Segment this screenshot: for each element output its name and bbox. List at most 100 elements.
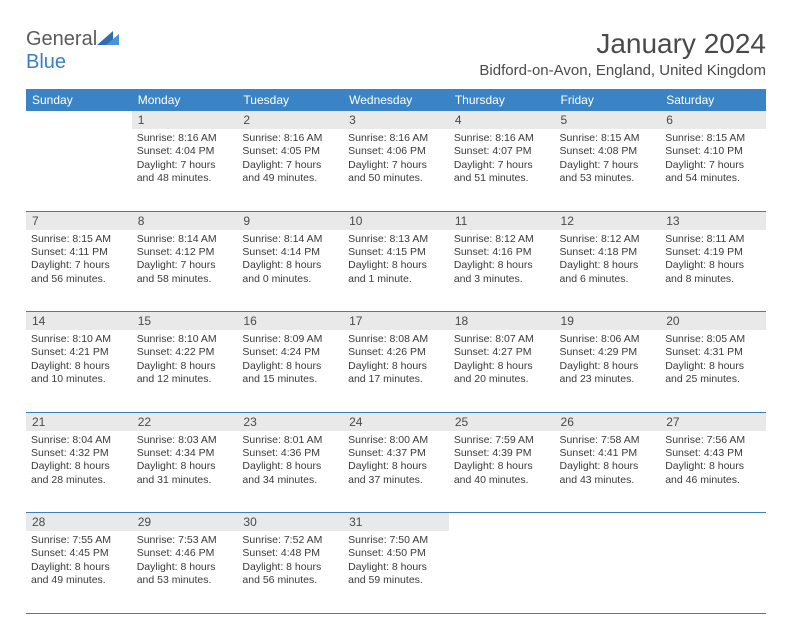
day-number-cell: 1 [132, 111, 238, 129]
day-number: 12 [561, 214, 574, 228]
day-info-line: Sunrise: 7:58 AM [560, 434, 656, 447]
dow-cell: Tuesday [237, 89, 343, 111]
day-info-line: Sunset: 4:06 PM [348, 145, 444, 158]
day-number: 6 [666, 113, 673, 127]
week-row: Sunrise: 8:15 AMSunset: 4:11 PMDaylight:… [26, 230, 766, 312]
day-number-cell: 11 [449, 211, 555, 230]
day-number-cell: 15 [132, 312, 238, 331]
day-info-line: Sunset: 4:15 PM [348, 246, 444, 259]
day-number: 10 [349, 214, 362, 228]
day-info-line: and 34 minutes. [242, 474, 338, 487]
day-info-line: and 8 minutes. [665, 273, 761, 286]
day-number-cell: 25 [449, 412, 555, 431]
day-info-line: Daylight: 8 hours [665, 360, 761, 373]
brand-logo: GeneralBlue [26, 28, 119, 74]
day-info-line: Daylight: 7 hours [348, 159, 444, 172]
day-info-line: Sunrise: 8:10 AM [137, 333, 233, 346]
day-info-line: and 58 minutes. [137, 273, 233, 286]
day-number-cell: 5 [555, 111, 661, 129]
day-cell: Sunrise: 8:14 AMSunset: 4:12 PMDaylight:… [132, 230, 238, 312]
brand-triangle-icon [97, 28, 119, 51]
day-number-cell: 20 [660, 312, 766, 331]
day-number: 7 [32, 214, 39, 228]
day-number: 3 [349, 113, 356, 127]
day-info-line: Sunset: 4:27 PM [454, 346, 550, 359]
day-info-line: Daylight: 8 hours [242, 561, 338, 574]
day-info-line: and 59 minutes. [348, 574, 444, 587]
day-info-line: Sunrise: 8:00 AM [348, 434, 444, 447]
day-cell: Sunrise: 7:56 AMSunset: 4:43 PMDaylight:… [660, 431, 766, 513]
day-cell: Sunrise: 8:11 AMSunset: 4:19 PMDaylight:… [660, 230, 766, 312]
day-number: 19 [561, 314, 574, 328]
day-info-line: and 54 minutes. [665, 172, 761, 185]
day-cell: Sunrise: 7:58 AMSunset: 4:41 PMDaylight:… [555, 431, 661, 513]
day-info-line: Daylight: 7 hours [137, 159, 233, 172]
day-info-line: Daylight: 7 hours [242, 159, 338, 172]
day-number-cell: 27 [660, 412, 766, 431]
day-number-cell: 10 [343, 211, 449, 230]
day-info-line: Sunset: 4:48 PM [242, 547, 338, 560]
day-info-line: Daylight: 8 hours [454, 460, 550, 473]
day-number-cell: 19 [555, 312, 661, 331]
day-info-line: Daylight: 8 hours [31, 460, 127, 473]
dow-cell: Friday [555, 89, 661, 111]
day-info-line: and 31 minutes. [137, 474, 233, 487]
day-cell: Sunrise: 8:16 AMSunset: 4:07 PMDaylight:… [449, 129, 555, 211]
day-info-line: and 49 minutes. [31, 574, 127, 587]
day-info-line: Daylight: 8 hours [348, 259, 444, 272]
day-cell: Sunrise: 8:16 AMSunset: 4:05 PMDaylight:… [237, 129, 343, 211]
day-number: 27 [666, 415, 679, 429]
day-info-line: Sunrise: 8:12 AM [560, 233, 656, 246]
day-info-line: and 3 minutes. [454, 273, 550, 286]
week-row: Sunrise: 8:10 AMSunset: 4:21 PMDaylight:… [26, 330, 766, 412]
day-number-cell: 31 [343, 513, 449, 532]
daynum-row: 14151617181920 [26, 312, 766, 331]
day-number: 13 [666, 214, 679, 228]
daynum-row: 78910111213 [26, 211, 766, 230]
day-info-line: Daylight: 8 hours [560, 360, 656, 373]
day-info-line: and 56 minutes. [242, 574, 338, 587]
day-number-cell: 26 [555, 412, 661, 431]
day-info-line: Daylight: 8 hours [560, 460, 656, 473]
day-info-line: Sunset: 4:34 PM [137, 447, 233, 460]
day-info-line: Sunset: 4:14 PM [242, 246, 338, 259]
day-number-cell: 16 [237, 312, 343, 331]
day-number-cell: 18 [449, 312, 555, 331]
day-number: 26 [561, 415, 574, 429]
day-cell: Sunrise: 8:10 AMSunset: 4:21 PMDaylight:… [26, 330, 132, 412]
day-info-line: Sunrise: 7:55 AM [31, 534, 127, 547]
day-info-line: and 17 minutes. [348, 373, 444, 386]
day-number: 1 [138, 113, 145, 127]
dow-cell: Wednesday [343, 89, 449, 111]
day-info-line: Sunrise: 8:06 AM [560, 333, 656, 346]
day-info-line: Sunrise: 7:56 AM [665, 434, 761, 447]
dow-header-row: Sunday Monday Tuesday Wednesday Thursday… [26, 89, 766, 111]
day-info-line: and 46 minutes. [665, 474, 761, 487]
dow-cell: Thursday [449, 89, 555, 111]
day-info-line: Sunset: 4:18 PM [560, 246, 656, 259]
day-info-line: Sunset: 4:26 PM [348, 346, 444, 359]
day-number-cell: 14 [26, 312, 132, 331]
day-info-line: Sunset: 4:46 PM [137, 547, 233, 560]
day-info-line: Sunrise: 8:14 AM [137, 233, 233, 246]
day-info-line: Daylight: 7 hours [137, 259, 233, 272]
day-info-line: Sunset: 4:07 PM [454, 145, 550, 158]
day-info-line: and 15 minutes. [242, 373, 338, 386]
day-info-line: Sunset: 4:31 PM [665, 346, 761, 359]
day-cell: Sunrise: 8:07 AMSunset: 4:27 PMDaylight:… [449, 330, 555, 412]
day-info-line: and 48 minutes. [137, 172, 233, 185]
day-info-line: Daylight: 7 hours [560, 159, 656, 172]
day-cell: Sunrise: 8:05 AMSunset: 4:31 PMDaylight:… [660, 330, 766, 412]
day-cell: Sunrise: 8:15 AMSunset: 4:11 PMDaylight:… [26, 230, 132, 312]
day-info-line: Sunset: 4:16 PM [454, 246, 550, 259]
day-info-line: Sunrise: 8:15 AM [31, 233, 127, 246]
day-cell: Sunrise: 8:06 AMSunset: 4:29 PMDaylight:… [555, 330, 661, 412]
day-number: 31 [349, 515, 362, 529]
day-info-line: and 43 minutes. [560, 474, 656, 487]
day-info-line: Sunrise: 8:11 AM [665, 233, 761, 246]
day-number-cell [26, 111, 132, 129]
day-number: 4 [455, 113, 462, 127]
day-info-line: Sunrise: 8:09 AM [242, 333, 338, 346]
day-info-line: Sunset: 4:05 PM [242, 145, 338, 158]
day-info-line: and 10 minutes. [31, 373, 127, 386]
